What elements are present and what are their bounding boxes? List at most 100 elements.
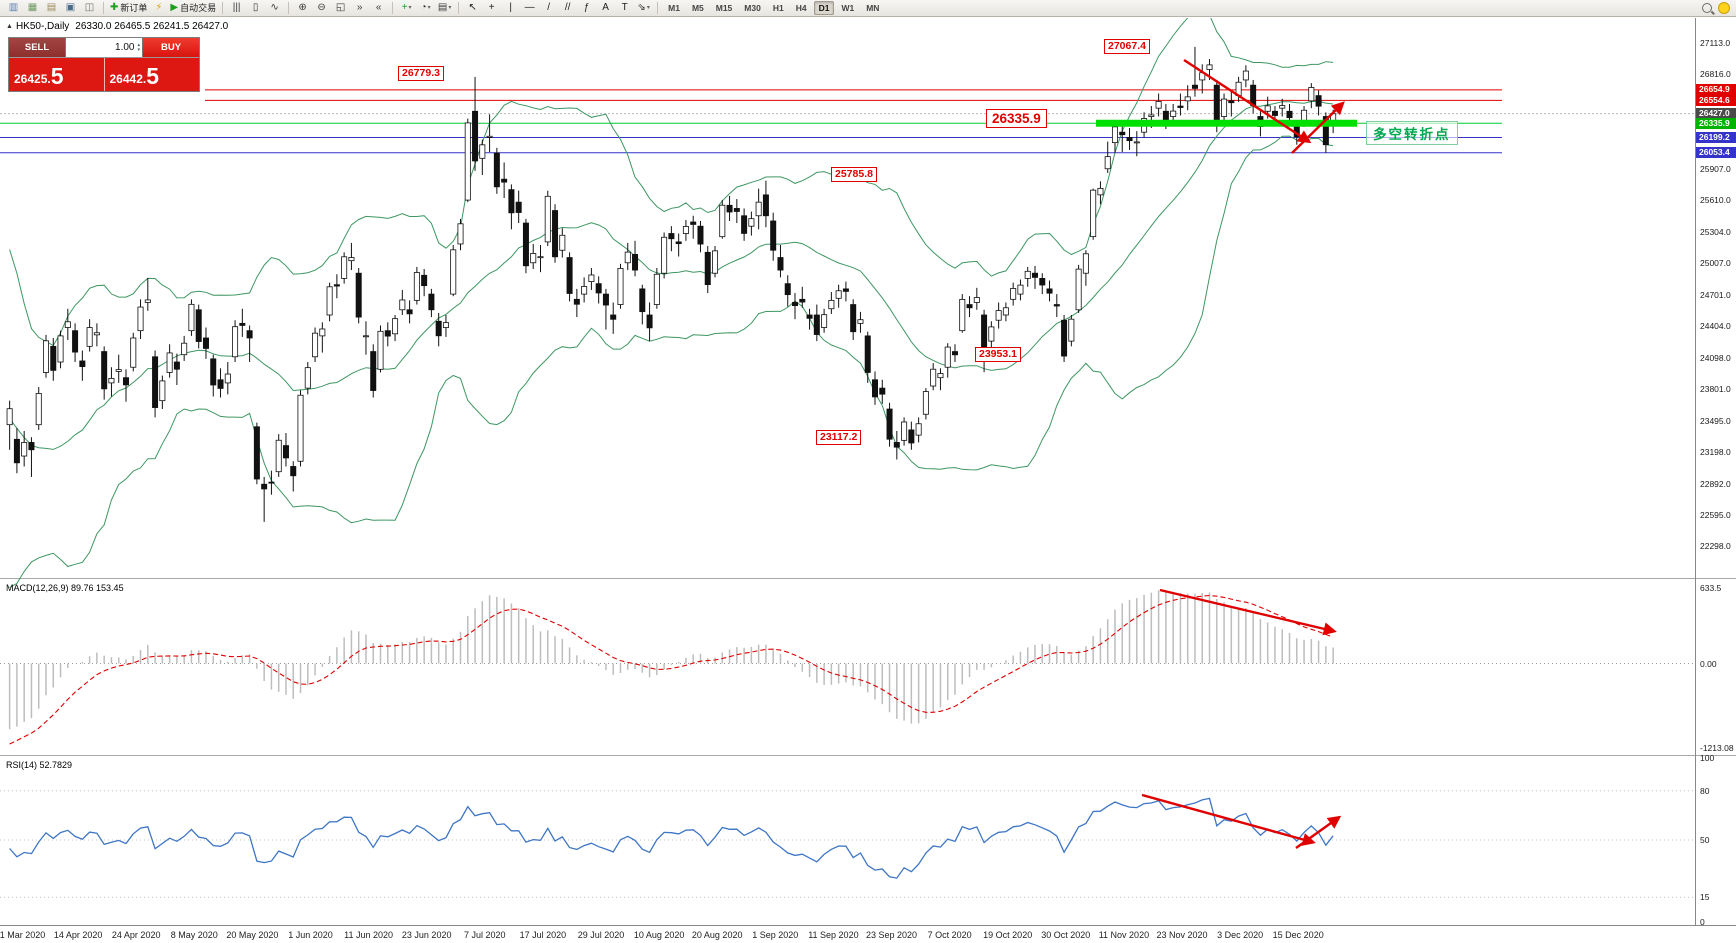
sell-price: 26425. <box>14 72 51 86</box>
date-axis-label: 23 Nov 2020 <box>1156 930 1208 940</box>
timeframe-D1[interactable]: D1 <box>813 1 835 15</box>
trendline-icon[interactable]: / <box>539 1 558 15</box>
price-axis-label: 23198.0 <box>1700 446 1731 457</box>
date-axis-label: 7 Oct 2020 <box>927 930 972 940</box>
bar-chart-icon[interactable]: ||| <box>227 1 246 15</box>
candles <box>6 46 1337 522</box>
cursor-icon[interactable]: ↖ <box>463 1 482 15</box>
price-annotation[interactable]: 23953.1 <box>975 347 1021 362</box>
date-axis-label: 17 Jul 2020 <box>519 930 567 940</box>
metaeditor-icon[interactable]: ⚡ <box>149 1 168 15</box>
market-watch-icon[interactable]: ▣ <box>61 1 80 15</box>
toolbar-right <box>1702 2 1732 14</box>
one-click-expander-icon[interactable]: ▲ <box>6 23 13 30</box>
market-watch-icon: ▣ <box>65 2 76 13</box>
volume-stepper[interactable]: ▴ ▾ <box>137 41 140 53</box>
autotrading-button[interactable]: ▶ 自动交易 <box>168 1 218 15</box>
price-annotation[interactable]: 26335.9 <box>986 109 1047 128</box>
timeframe-M1[interactable]: M1 <box>668 3 680 13</box>
rsi-axis-label: 50 <box>1700 835 1710 845</box>
price-badge: 26427.0 <box>1696 108 1736 120</box>
periods-icon[interactable]: ◔ ▾ <box>416 1 435 15</box>
date-axis-label: 7 Jul 2020 <box>464 930 506 940</box>
stepper-up-icon[interactable]: ▴ <box>137 41 140 48</box>
toolbar-separator <box>392 2 394 14</box>
price-axis-label: 24701.0 <box>1700 289 1731 300</box>
trend-arrow[interactable] <box>1159 588 1337 636</box>
new-order-button[interactable]: ✚ 新订单 <box>108 1 149 15</box>
toolbar: ▥ ▦ ▤ ▣ ◫ ✚ 新订单 ⚡ ▶ 自动交易 ||| ▯ ∿ ⊕ ⊖ ◱» «+ ▾ ◔ ▾ ▤ ▾ ↖ + | — ///ƒ A… <box>0 0 1736 17</box>
sell-price-big-digit: 5 <box>50 63 64 89</box>
price-annotation[interactable]: 27067.4 <box>1104 39 1150 54</box>
timeframe-M5[interactable]: M5 <box>691 3 704 13</box>
timeframe-H4[interactable]: H4 <box>795 3 807 13</box>
indicators-icon[interactable]: + ▾ <box>397 1 416 15</box>
date-axis-label: 8 May 2020 <box>170 930 218 940</box>
macd-indicator-label: MACD(12,26,9) 89.76 153.45 <box>6 583 124 593</box>
one-click-trading-panel: SELL 1.00 ▴ ▾ BUY 26425. 5 26442. 5 <box>8 37 200 92</box>
chart-window-icon[interactable]: ▦ <box>23 1 42 15</box>
price-annotation[interactable]: 25785.8 <box>831 167 877 182</box>
search-icon[interactable] <box>1702 3 1712 13</box>
tile-windows-icon[interactable]: ◱ <box>331 1 350 15</box>
volume-input[interactable]: 1.00 ▴ ▾ <box>66 38 143 57</box>
date-axis-label: 20 May 2020 <box>226 930 279 940</box>
date-axis-label: 10 Aug 2020 <box>633 930 685 940</box>
toolbar-separator <box>458 2 460 14</box>
chart-note[interactable]: 多空转折点 <box>1366 121 1458 145</box>
main-price-pane <box>0 18 1695 589</box>
timeframe-W1[interactable]: W1 <box>841 3 855 13</box>
new-order-window-icon[interactable]: ▥ <box>4 1 23 15</box>
zoom-in-icon[interactable]: ⊕ <box>293 1 312 15</box>
toolbar-separator <box>222 2 224 14</box>
zoom-in-icon: ⊕ <box>298 2 307 13</box>
candlestick-chart-icon[interactable]: ▯ <box>246 1 265 15</box>
auto-scroll-icon: » <box>356 2 363 13</box>
vertical-line-icon[interactable]: | <box>501 1 520 15</box>
trend-arrow[interactable] <box>1291 101 1345 154</box>
macd-pane <box>0 588 1695 745</box>
indicators-icon: + <box>401 2 408 13</box>
price-axis-label: 27113.0 <box>1700 37 1731 48</box>
line-chart-icon[interactable]: ∿ <box>265 1 284 15</box>
crosshair-icon[interactable]: + <box>482 1 501 15</box>
data-window-icon[interactable]: ◫ <box>80 1 99 15</box>
price-axis-label: 23495.0 <box>1700 415 1731 426</box>
trend-arrow[interactable] <box>1295 815 1342 849</box>
date-axis-label: 24 Apr 2020 <box>111 930 161 940</box>
buy-button[interactable]: BUY <box>143 38 199 57</box>
chevron-down-icon: ▾ <box>427 5 431 11</box>
timeframe-M15[interactable]: M15 <box>715 3 733 13</box>
timeframe-MN[interactable]: MN <box>866 3 880 13</box>
trend-arrow[interactable] <box>1183 58 1312 144</box>
profiles-icon[interactable]: ▤ <box>42 1 61 15</box>
horizontal-line-icon[interactable]: — <box>520 1 539 15</box>
text-icon[interactable]: A <box>596 1 615 15</box>
date-axis-label: 23 Jun 2020 <box>401 930 452 940</box>
chart-shift-icon[interactable]: « <box>369 1 388 15</box>
templates-icon[interactable]: ▤ ▾ <box>435 1 454 15</box>
date-axis-label: 11 Nov 2020 <box>1098 930 1150 940</box>
date-axis-label: 1 Jun 2020 <box>288 930 333 940</box>
price-annotation[interactable]: 26779.3 <box>398 66 444 81</box>
label-icon[interactable]: T <box>615 1 634 15</box>
date-axis-label: 31 Mar 2020 <box>0 930 46 940</box>
arrows-icon[interactable]: ⇘ ▾ <box>634 1 653 15</box>
price-axis-label: 25610.0 <box>1700 194 1731 205</box>
price-annotation[interactable]: 23117.2 <box>816 430 862 445</box>
timeframe-H1[interactable]: H1 <box>772 3 784 13</box>
sell-price-button[interactable]: 26425. 5 <box>9 58 105 91</box>
channel-icon[interactable]: // <box>558 1 577 15</box>
sell-button[interactable]: SELL <box>9 38 66 57</box>
stepper-down-icon[interactable]: ▾ <box>137 46 140 53</box>
timeframe-M30[interactable]: M30 <box>744 3 761 13</box>
notification-icon[interactable] <box>1718 2 1730 14</box>
date-axis-label: 20 Aug 2020 <box>691 930 743 940</box>
zoom-out-icon[interactable]: ⊖ <box>312 1 331 15</box>
fibonacci-icon[interactable]: ƒ <box>577 1 596 15</box>
trend-arrow[interactable] <box>1141 793 1316 846</box>
auto-scroll-icon[interactable]: » <box>350 1 369 15</box>
buy-price-button[interactable]: 26442. 5 <box>104 58 199 91</box>
